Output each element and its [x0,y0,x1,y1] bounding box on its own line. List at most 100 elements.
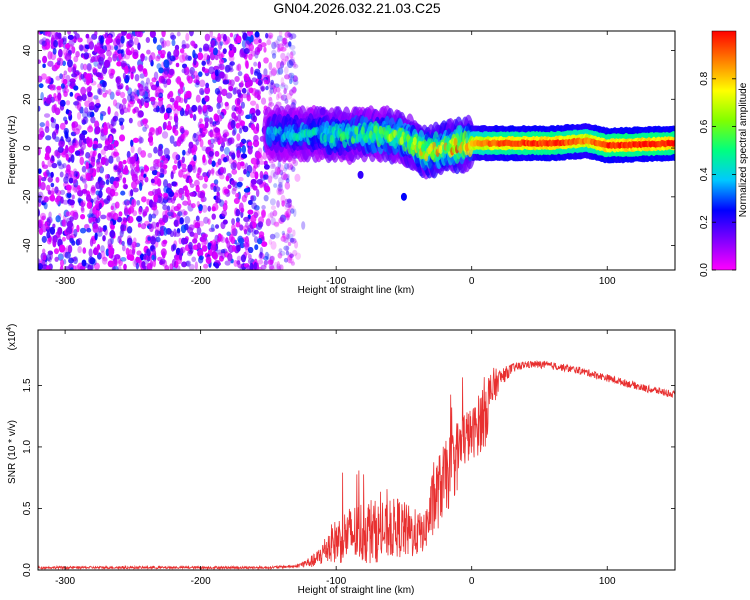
spectrogram-noise-cell [293,61,297,68]
spectrogram-noise-cell [70,210,76,217]
spectrogram-noise-cell [280,82,286,87]
spectrogram-noise-cell [126,226,133,234]
spectrogram-noise-cell [53,103,58,112]
spectrogram-noise-cell [64,52,72,62]
spectrogram-noise-cell [62,35,67,42]
spectrogram-noise-cell [201,146,208,152]
spectrogram-noise-cell [41,215,46,221]
spectrogram-noise-cell [272,85,277,95]
spectrogram-noise-cell [185,260,190,267]
spectrogram-noise-cell [73,101,80,106]
spectrogram-noise-cell [198,123,205,129]
spectrogram-signal-cell [372,132,377,142]
spectrogram-noise-cell [66,220,74,229]
spectrogram-noise-cell [278,181,283,188]
spectrogram-noise-cell [120,224,125,232]
spectrogram-noise-cell [279,84,286,89]
spectrogram-noise-cell [244,40,251,49]
spectrogram-noise-cell [289,164,294,170]
spectrogram-signal-cell [430,151,435,160]
spectrogram-noise-cell [198,71,203,77]
spectrogram-noise-cell [172,151,179,161]
spectrogram-noise-cell [42,248,46,254]
spectrogram-noise-cell [110,128,116,133]
snr-x-label: Height of straight line (km) [298,585,415,596]
spectrogram-noise-cell [176,212,181,221]
spectrogram-noise-cell [107,260,114,268]
spectrogram-noise-cell [193,219,197,229]
spectrogram-noise-cell [199,192,206,199]
spectrogram-noise-cell [197,167,202,176]
spectrogram-noise-cell [202,183,208,189]
spectrogram-noise-cell [64,251,71,259]
spectrogram-noise-cell [250,50,256,57]
spectrogram-noise-cell [73,55,79,63]
spectrogram-x-tick-label: -100 [326,276,346,287]
spectrogram-noise-cell [65,211,71,217]
spectrogram-noise-cell [116,155,121,163]
spectrogram-noise-cell [284,31,291,38]
spectrogram-noise-cell [62,163,67,169]
spectrogram-noise-cell [184,66,190,73]
spectrogram-noise-cell [197,249,204,258]
spectrogram-noise-cell [187,147,192,154]
spectrogram-noise-cell [207,205,212,212]
spectrogram-noise-cell [292,63,299,69]
spectrogram-noise-cell [243,188,251,193]
spectrogram-noise-cell [75,238,81,246]
spectrogram-noise-cell [64,130,68,139]
spectrogram-noise-cell [284,204,291,211]
spectrogram-noise-cell [247,199,253,206]
spectrogram-noise-cell [220,166,225,174]
spectrogram-noise-cell [178,237,183,245]
spectrogram-noise-cell [142,211,148,217]
spectrogram-noise-cell [247,146,253,155]
spectrogram-noise-cell [39,31,44,34]
spectrogram-noise-cell [282,37,288,45]
spectrogram-noise-cell [90,264,94,270]
spectrogram-noise-cell [96,166,100,173]
spectrogram-noise-cell [98,190,103,199]
spectrogram-noise-cell [278,164,285,173]
spectrogram-noise-cell [286,254,293,264]
spectrogram-noise-cell [171,258,177,268]
spectrogram-noise-cell [114,254,121,260]
spectrogram-noise-cell [155,55,161,62]
spectrogram-noise-cell [181,39,186,47]
spectrogram-noise-cell [62,48,68,56]
spectrogram-signal-cell [360,126,365,135]
spectrogram-noise-cell [101,256,108,265]
spectrogram-noise-cell [175,49,180,55]
spectrogram-noise-cell [117,235,122,244]
spectrogram-noise-cell [118,117,125,124]
spectrogram-noise-cell [184,54,191,61]
spectrogram-noise-cell [176,203,182,210]
spectrogram-noise-cell [59,171,64,178]
spectrogram-noise-cell [50,171,54,178]
spectrogram-noise-cell [156,44,162,51]
spectrogram-noise-cell [95,190,101,196]
spectrogram-noise-cell [136,215,143,222]
spectrogram-noise-cell [149,31,156,38]
spectrogram-noise-cell [169,97,175,103]
spectrogram-noise-cell [243,168,247,175]
spectrogram-noise-cell [284,203,292,208]
spectrogram-noise-cell [113,191,119,197]
spectrogram-noise-cell [290,33,297,39]
spectrogram-noise-cell [210,40,216,46]
spectrogram-noise-cell [198,220,205,227]
spectrogram-noise-cell [222,203,228,212]
spectrogram-noise-cell [288,251,293,261]
spectrogram-noise-cell [73,85,79,91]
spectrogram-noise-cell [38,168,42,174]
spectrogram-noise-cell [290,50,296,56]
spectrogram-noise-cell [161,131,169,139]
spectrogram-noise-cell [76,112,82,120]
spectrogram-noise-cell [86,62,92,71]
spectrogram-noise-cell [265,218,272,227]
snr-x-tick-label: -100 [326,576,346,587]
spectrogram-noise-cell [137,216,143,225]
spectrogram-noise-cell [196,219,201,228]
spectrogram-noise-cell [169,209,174,216]
spectrogram-noise-cell [227,184,232,190]
